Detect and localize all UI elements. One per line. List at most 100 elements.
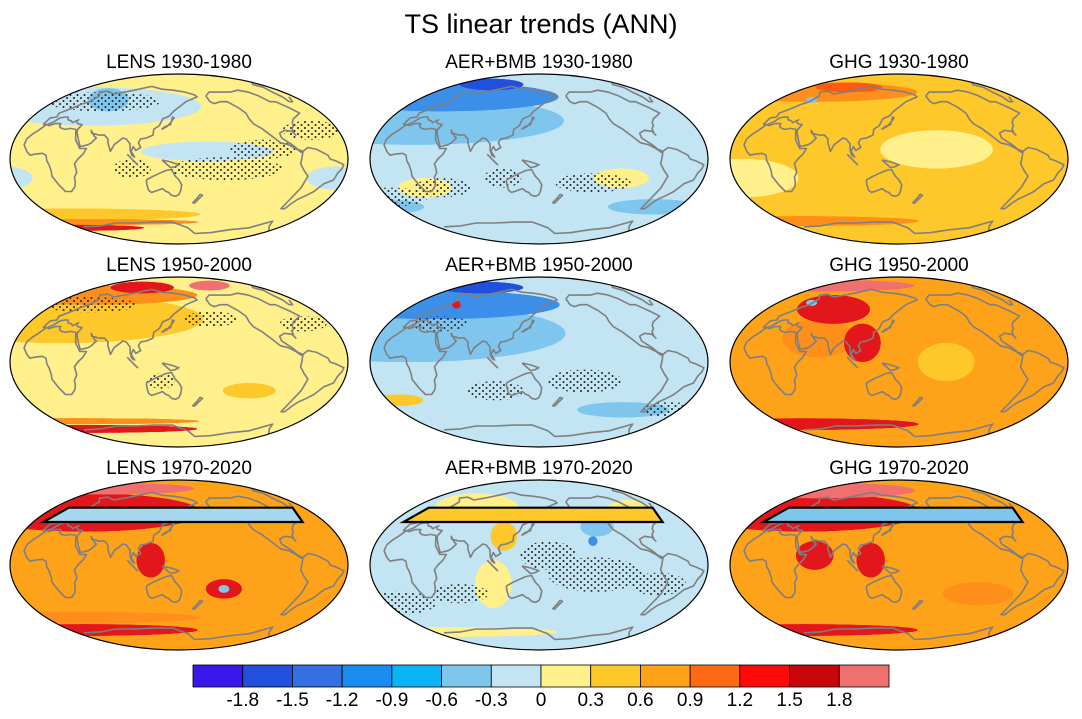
colorbar-tick-label: -1.5 xyxy=(276,690,309,711)
trend-region xyxy=(10,224,144,231)
map-panel-ghg-1950: GHG 1950-2000 xyxy=(729,255,1069,450)
colorbar xyxy=(192,664,890,688)
colorbar-tick-label: 1.8 xyxy=(826,690,853,711)
colorbar-tick-label: -1.2 xyxy=(325,690,359,711)
coastline xyxy=(1000,552,1065,616)
map-panel-lens-1970: LENS 1970-2020 xyxy=(9,458,349,653)
coastline xyxy=(846,559,859,572)
trend-region xyxy=(942,582,1014,606)
colorbar-swatch xyxy=(441,664,492,688)
coastline xyxy=(521,565,540,575)
map-panel-aer-1950: AER+BMB 1950-2000 xyxy=(369,255,709,450)
colorbar-swatch xyxy=(640,664,691,688)
map-frame xyxy=(9,276,349,448)
colorbar-swatch xyxy=(590,664,641,688)
colorbar-swatch xyxy=(689,664,741,688)
significance-stipple xyxy=(548,557,643,592)
coastline xyxy=(402,288,558,361)
coastline xyxy=(881,159,900,169)
map-aer-1950 xyxy=(369,276,709,448)
coastline xyxy=(521,362,540,372)
coastline xyxy=(383,325,448,396)
map-ghg-1930 xyxy=(729,73,1069,245)
coastline xyxy=(42,85,198,158)
map-aer-1970 xyxy=(369,479,709,651)
coastline xyxy=(23,325,88,396)
trend-region xyxy=(370,402,394,418)
significance-stipple xyxy=(46,92,160,112)
trend-region xyxy=(452,300,461,309)
significance-stipple xyxy=(546,369,623,393)
coastline xyxy=(444,220,634,235)
map-frame xyxy=(729,479,1069,651)
trend-region xyxy=(218,585,230,593)
coastline xyxy=(402,85,558,158)
trend-region xyxy=(10,208,201,221)
coastline xyxy=(521,159,540,169)
colorbar-tick-label: 1.2 xyxy=(726,690,754,711)
coastline xyxy=(161,159,180,169)
coastline xyxy=(743,122,808,193)
coastline xyxy=(191,396,204,407)
map-panel-ghg-1970: GHG 1970-2020 xyxy=(729,458,1069,653)
colorbar-tick-label: -0.6 xyxy=(425,690,458,711)
coastline xyxy=(84,626,274,641)
panel-title: AER+BMB 1930-1980 xyxy=(445,52,633,73)
significance-stipple xyxy=(230,139,297,159)
trend-region xyxy=(844,323,881,362)
panel-title: AER+BMB 1950-2000 xyxy=(445,255,633,276)
map-frame xyxy=(729,73,1069,245)
coastline xyxy=(565,292,664,357)
panel-title: LENS 1950-2000 xyxy=(106,255,252,276)
coastline xyxy=(846,356,859,369)
significance-stipple xyxy=(279,316,327,332)
map-frame xyxy=(369,479,709,651)
coastline xyxy=(505,168,543,198)
colorbar-swatch xyxy=(739,664,790,688)
coastline xyxy=(161,565,180,575)
coastline xyxy=(505,574,543,604)
trend-region xyxy=(856,543,885,578)
colorbar-swatch xyxy=(789,664,840,688)
map-frame xyxy=(9,73,349,245)
coastline xyxy=(126,559,139,572)
trend-region xyxy=(490,522,518,551)
region-box xyxy=(759,506,1025,524)
trend-region xyxy=(439,281,524,294)
panel-title: GHG 1930-1980 xyxy=(829,52,969,73)
trend-region xyxy=(136,543,165,578)
figure-title: TS linear trends (ANN) xyxy=(404,9,678,39)
map-aer-1930 xyxy=(369,73,709,245)
colorbar-tick-label: -0.9 xyxy=(375,690,409,711)
panel-title: LENS 1970-2020 xyxy=(106,458,252,479)
significance-stipple xyxy=(555,173,631,193)
coastline xyxy=(551,396,564,407)
coastline xyxy=(911,193,924,204)
coastline xyxy=(161,319,175,334)
trend-region xyxy=(796,541,834,570)
coastline xyxy=(640,552,705,616)
colorbar-swatch xyxy=(838,664,890,688)
significance-stipple xyxy=(146,373,175,389)
coastline xyxy=(1000,146,1065,210)
coastline xyxy=(486,356,499,369)
map-ghg-1970 xyxy=(729,479,1069,651)
trend-region xyxy=(373,394,424,406)
coastline xyxy=(205,89,304,154)
trend-region xyxy=(797,295,870,324)
map-lens-1950 xyxy=(9,276,349,448)
colorbar-tick-label: 1.5 xyxy=(776,690,803,711)
coastline xyxy=(565,89,664,154)
coastline xyxy=(865,168,903,198)
coastline xyxy=(551,193,564,204)
trend-region xyxy=(370,304,566,362)
coastline xyxy=(444,626,634,641)
coastline xyxy=(881,362,900,372)
coastline xyxy=(925,292,1024,357)
trend-region xyxy=(588,536,598,546)
map-lens-1930 xyxy=(9,73,349,245)
colorbar-swatch xyxy=(490,664,542,688)
coastline xyxy=(280,146,345,210)
colorbar-tick-label: -1.8 xyxy=(226,690,260,711)
coastline xyxy=(865,574,903,604)
